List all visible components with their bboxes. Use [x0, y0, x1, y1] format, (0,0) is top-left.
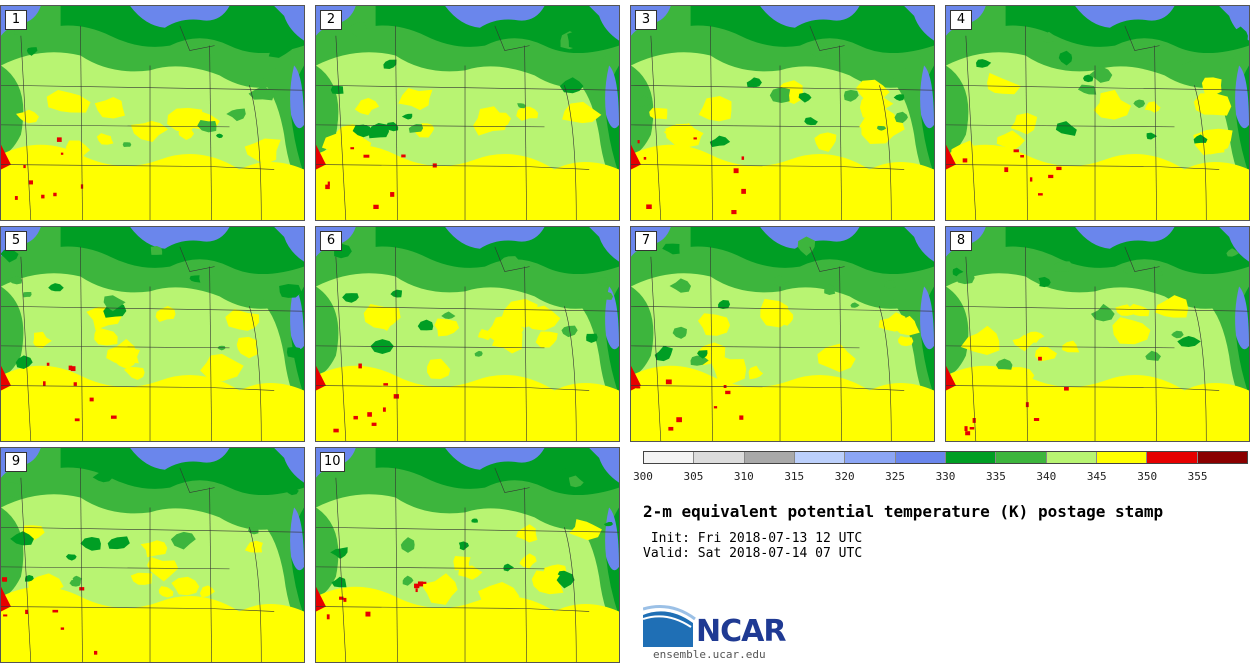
- member-map-field: [1, 6, 304, 220]
- colorbar-tick-label: 300: [633, 470, 653, 483]
- colorbar-tick-label: 320: [834, 470, 855, 483]
- colorbar-segment: [895, 452, 946, 463]
- colorbar-segment: [744, 452, 795, 463]
- member-map-field: [631, 227, 934, 441]
- member-number-label: 4: [950, 10, 972, 30]
- colorbar-segment: [1096, 452, 1148, 463]
- chart-title: 2-m equivalent potential temperature (K)…: [643, 502, 1164, 521]
- colorbar-tick-label: 350: [1137, 470, 1158, 483]
- member-map-field: [946, 227, 1249, 441]
- member-map-panel: 6: [315, 226, 620, 442]
- colorbar-tick-label: 340: [1036, 470, 1057, 483]
- valid-time: Valid: Sat 2018-07-14 07 UTC: [643, 546, 863, 561]
- colorbar-tick-label: 310: [733, 470, 754, 483]
- member-number-label: 9: [5, 452, 27, 472]
- ncar-logo-icon: [643, 605, 696, 647]
- colorbar-tick-label: 305: [683, 470, 704, 483]
- colorbar-segment: [1197, 452, 1247, 463]
- member-map-field: [316, 227, 619, 441]
- colorbar-segment: [694, 452, 745, 463]
- member-number-label: 10: [320, 452, 345, 472]
- member-map-field: [316, 448, 619, 662]
- colorbar-tick-label: 325: [885, 470, 906, 483]
- member-map-panel: 3: [630, 5, 935, 221]
- colorbar-segment: [644, 452, 695, 463]
- member-map-field: [631, 6, 934, 220]
- colorbar-tick-label: 330: [935, 470, 956, 483]
- member-map-panel: 2: [315, 5, 620, 221]
- member-number-label: 7: [635, 231, 657, 251]
- colorbar-segment: [1046, 452, 1097, 463]
- colorbar-tick-label: 355: [1187, 470, 1208, 483]
- logo-url: ensemble.ucar.edu: [653, 648, 766, 661]
- colorbar-segment: [794, 452, 846, 463]
- member-map-panel: 9: [0, 447, 305, 663]
- ncar-logo-text: NCAR: [696, 614, 786, 649]
- colorbar-tick-label: 335: [985, 470, 1006, 483]
- colorbar-segment: [945, 452, 997, 463]
- member-map-panel: 7: [630, 226, 935, 442]
- member-map-panel: 4: [945, 5, 1250, 221]
- init-time: Init: Fri 2018-07-13 12 UTC: [643, 531, 863, 546]
- member-map-panel: 10: [315, 447, 620, 663]
- member-number-label: 5: [5, 231, 27, 251]
- colorbar-segment: [1147, 452, 1198, 463]
- member-number-label: 1: [5, 10, 27, 30]
- member-map-field: [1, 227, 304, 441]
- colorbar-segment: [845, 452, 896, 463]
- colorbar-tick-label: 315: [784, 470, 805, 483]
- colorbar-segment: [996, 452, 1047, 463]
- colorbar: [643, 451, 1248, 464]
- member-map-field: [316, 6, 619, 220]
- member-number-label: 3: [635, 10, 657, 30]
- member-number-label: 8: [950, 231, 972, 251]
- member-map-panel: 8: [945, 226, 1250, 442]
- colorbar-tick-label: 345: [1086, 470, 1107, 483]
- member-map-panel: 5: [0, 226, 305, 442]
- member-map-field: [946, 6, 1249, 220]
- member-map-field: [1, 448, 304, 662]
- member-number-label: 6: [320, 231, 342, 251]
- member-map-panel: 1: [0, 5, 305, 221]
- member-number-label: 2: [320, 10, 342, 30]
